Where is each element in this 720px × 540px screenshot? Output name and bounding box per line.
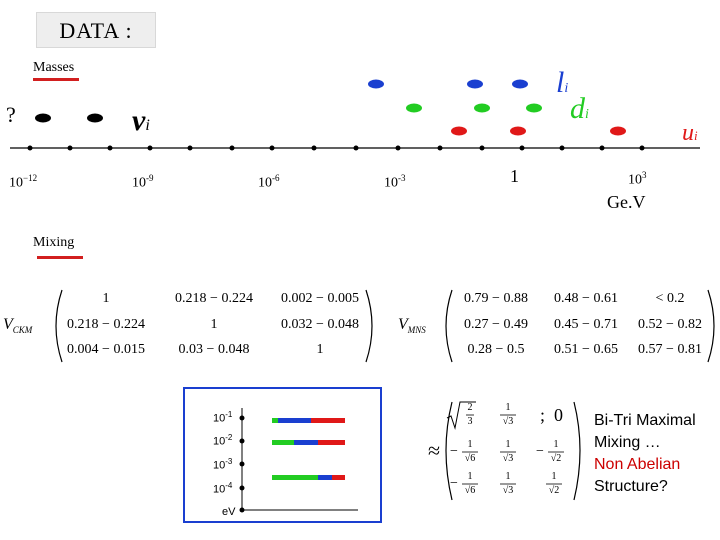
tbm-num: 1 <box>505 402 511 413</box>
mns-cell: 0.28 − 0.5 <box>467 342 525 357</box>
mns-cell: 0.52 − 0.82 <box>638 317 702 332</box>
mixing-label: Mixing <box>33 235 75 250</box>
down-mass-b <box>526 103 542 113</box>
tbm-den: 3 <box>467 416 473 427</box>
tbm-zero: 0 <box>554 405 563 425</box>
lepton-mass-e <box>368 79 384 89</box>
tbm-num: 1 <box>467 439 473 450</box>
nu-label: νi <box>132 104 150 137</box>
ckm-cell: 1 <box>316 342 324 357</box>
tbm-den: √6 <box>464 485 476 496</box>
lepton-mass-mu <box>467 79 483 89</box>
mass-tick-label: 1 <box>510 166 519 186</box>
inset-tick-label: 10-4 <box>213 481 233 496</box>
masses-label: Masses <box>33 60 75 75</box>
up-mass-t <box>610 126 626 136</box>
mass-axis-unit: Ge.V <box>607 192 646 212</box>
mixing-underline <box>37 256 83 259</box>
mns-cell: 0.79 − 0.88 <box>464 291 528 306</box>
tbm-separator: ; <box>540 405 546 425</box>
mns-cell: 0.48 − 0.61 <box>554 291 618 306</box>
ckm-label: VCKM <box>3 316 33 336</box>
tbm-num: 1 <box>505 471 511 482</box>
inset-tick-label: 10-2 <box>213 433 233 448</box>
neutrino-mass-2 <box>87 113 103 123</box>
lepton-label: li <box>556 66 569 99</box>
approx-sign: ≈ <box>428 438 441 463</box>
mass-spectrum <box>10 79 700 151</box>
notes-line: Mixing … <box>594 434 661 451</box>
up-label: ui <box>682 120 698 146</box>
tbm-num: 1 <box>467 471 473 482</box>
mns-label: VMNS <box>398 316 426 336</box>
up-mass-c <box>510 126 526 136</box>
inset-axis-unit: eV <box>222 506 236 518</box>
mass-axis-dots <box>27 145 645 151</box>
tbm-den: √2 <box>548 485 560 496</box>
down-mass-s <box>474 103 490 113</box>
down-label: di <box>570 92 589 125</box>
masses-underline <box>33 78 79 81</box>
mass-tick-label: 103 <box>628 170 647 188</box>
ckm-cell: 1 <box>210 317 218 332</box>
mns-cell: 0.45 − 0.71 <box>554 317 618 332</box>
lepton-mass-tau <box>512 79 528 89</box>
ckm-cell: 0.004 − 0.015 <box>67 342 145 357</box>
mns-cell: 0.51 − 0.65 <box>554 342 618 357</box>
tbm-den: √3 <box>502 416 514 427</box>
tbm-sign: − <box>536 444 544 459</box>
tbm-num: 1 <box>505 439 511 450</box>
notes-line-highlight: Non Abelian <box>594 456 681 473</box>
mass-tick-label: 10−12 <box>9 173 38 191</box>
mass-tick-label: 10-6 <box>258 173 280 191</box>
ckm-cell: 0.218 − 0.224 <box>175 291 253 306</box>
neutrino-spectrum-inset <box>183 387 382 523</box>
tbm-den: √3 <box>502 485 514 496</box>
notes-block: Bi-Tri Maximal Mixing … Non Abelian Stru… <box>594 410 696 498</box>
notes-line: Structure? <box>594 478 668 495</box>
mass-tick-label: 10-9 <box>132 173 154 191</box>
tbm-num: 2 <box>467 402 473 413</box>
inset-tick-label: 10-1 <box>213 410 233 425</box>
tbm-den: √2 <box>550 453 562 464</box>
ckm-cell: 0.032 − 0.048 <box>281 317 359 332</box>
question-mark: ? <box>6 102 16 127</box>
tbm-num: 1 <box>553 439 559 450</box>
neutrino-mass-1 <box>35 113 51 123</box>
ckm-cell: 1 <box>102 291 110 306</box>
mns-cell: 0.27 − 0.49 <box>464 317 528 332</box>
page-title: DATA : <box>36 12 156 48</box>
tbm-den: √6 <box>464 453 476 464</box>
tbm-sign: − <box>450 444 458 459</box>
tbm-sign: − <box>450 476 458 491</box>
ckm-cell: 0.002 − 0.005 <box>281 291 359 306</box>
down-mass-d <box>406 103 422 113</box>
mns-cell: < 0.2 <box>655 291 685 306</box>
up-mass-u <box>451 126 467 136</box>
mass-tick-label: 10-3 <box>384 173 406 191</box>
tbm-den: √3 <box>502 453 514 464</box>
tbm-num: 1 <box>551 471 557 482</box>
ckm-cell: 0.03 − 0.048 <box>178 342 250 357</box>
ckm-cell: 0.218 − 0.224 <box>67 317 145 332</box>
mns-cell: 0.57 − 0.81 <box>638 342 702 357</box>
notes-line: Bi-Tri Maximal <box>594 412 696 429</box>
inset-tick-label: 10-3 <box>213 457 233 472</box>
